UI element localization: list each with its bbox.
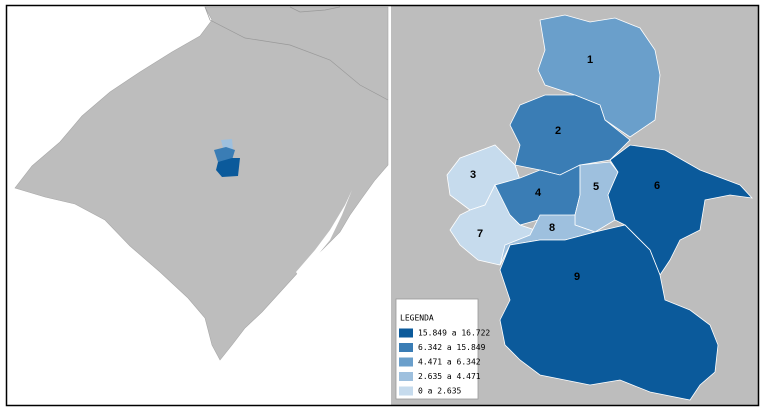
legend-label: 6.342 a 15.849 [418,343,486,352]
region-label: 4 [535,187,542,199]
border-line [204,6,389,101]
legend-swatch [399,372,413,381]
region-label: 1 [587,54,593,66]
legend-label: 15.849 a 16.722 [418,329,490,338]
region-label: 6 [654,180,660,192]
legend-label: 0 a 2.635 [418,387,462,396]
state-land [14,6,389,361]
legend-swatch [399,386,413,396]
legend-title: LEGENDA [400,314,434,323]
region [499,224,719,401]
legend-label: 4.471 a 6.342 [418,358,481,367]
mini-region [216,158,240,177]
mini-region [214,147,235,162]
region-label: 5 [593,181,599,193]
border-line [289,6,341,13]
lagoon [296,190,352,278]
region-label: 7 [477,228,483,240]
legend-swatch [399,328,413,338]
region [537,14,661,138]
legend-swatch [399,343,413,352]
region-label: 2 [555,125,561,137]
region [574,161,619,233]
outer-border [5,4,760,407]
region [509,94,631,176]
detail-map: 1 2 3 4 5 6 7 8 9 [446,14,754,401]
region-label: 9 [574,271,580,283]
region [607,144,754,276]
legend-label: 2.635 a 4.471 [418,372,481,381]
region-label: 8 [549,222,555,234]
legend: LEGENDA 15.849 a 16.722 6.342 a 15.849 4.4… [395,298,490,400]
region-label: 3 [470,169,476,181]
overview-map [14,6,389,361]
legend-swatch [399,357,413,367]
